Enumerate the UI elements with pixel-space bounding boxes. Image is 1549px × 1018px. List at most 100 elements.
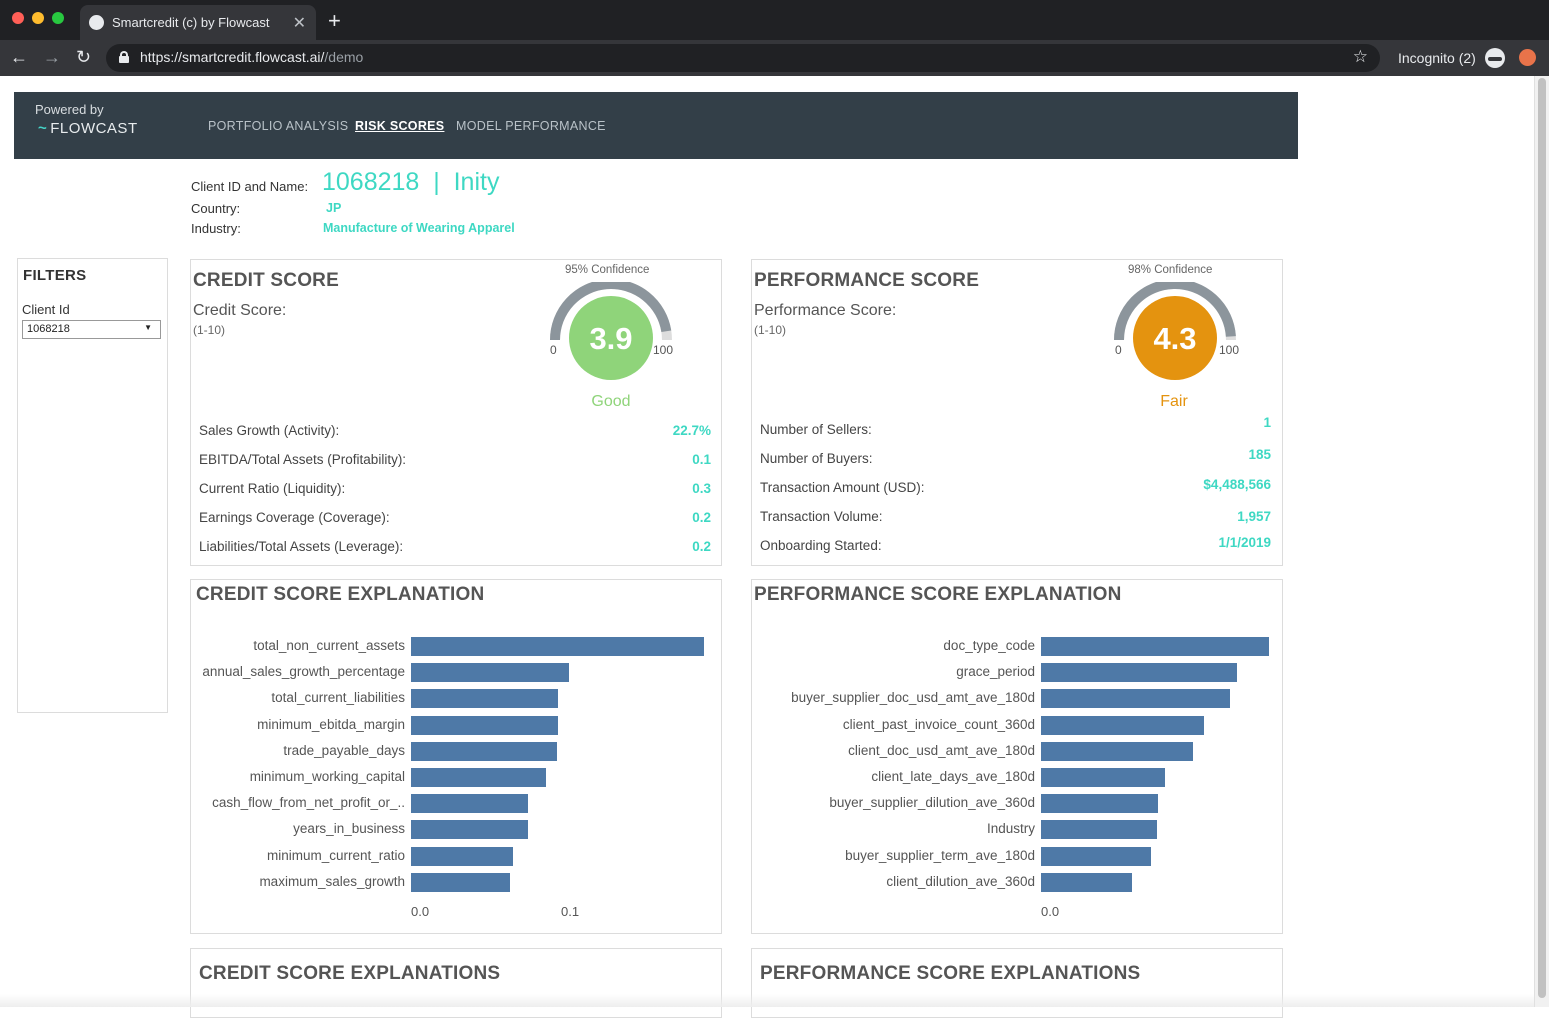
wave-icon: ~: [38, 120, 48, 137]
browser-toolbar: ← → ↻ https://smartcredit.flowcast.ai//d…: [0, 40, 1549, 76]
bar[interactable]: [1041, 689, 1230, 709]
bar-label: maximum_sales_growth: [259, 873, 405, 889]
bar-label: annual_sales_growth_percentage: [202, 664, 405, 680]
nav-portfolio-analysis[interactable]: PORTFOLIO ANALYSIS: [208, 119, 349, 133]
x-tick-label: 0.0: [411, 904, 430, 919]
bar[interactable]: [1041, 741, 1193, 761]
bar-label: minimum_ebitda_margin: [257, 716, 405, 732]
browser-tab[interactable]: Smartcredit (c) by Flowcast ✕: [80, 5, 316, 40]
bar-label: Industry: [986, 821, 1035, 837]
credit-confidence: 95% Confidence: [565, 264, 650, 276]
bar[interactable]: [411, 715, 558, 735]
credit-metric-label: Earnings Coverage (Coverage):: [199, 510, 390, 525]
incognito-icon[interactable]: [1485, 48, 1505, 68]
performance-score-panel: PERFORMANCE SCORE Performance Score: (1-…: [751, 259, 1283, 566]
performance-metric-value: 1: [1263, 415, 1271, 430]
bar[interactable]: [1041, 872, 1132, 892]
chevron-down-icon: ▼: [144, 323, 152, 332]
nav-model-performance[interactable]: MODEL PERFORMANCE: [456, 119, 606, 133]
performance-metric-value: $4,488,566: [1203, 477, 1271, 492]
credit-metric-value: 22.7%: [672, 423, 711, 438]
credit-score-subtitle: Credit Score:: [193, 302, 287, 319]
bar-label: client_past_invoice_count_360d: [842, 716, 1035, 732]
client-id-select-value: 1068218: [27, 323, 70, 335]
bar-label: minimum_working_capital: [249, 769, 405, 784]
bar[interactable]: [1041, 663, 1237, 683]
bar-label: grace_period: [956, 664, 1035, 680]
minimize-window-button[interactable]: [32, 12, 44, 24]
performance-explanations-panel: PERFORMANCE SCORE EXPLANATIONS: [751, 948, 1283, 1018]
performance-score-range: (1-10): [754, 323, 787, 337]
bar-label: trade_payable_days: [283, 742, 405, 758]
close-window-button[interactable]: [12, 12, 24, 24]
bar[interactable]: [1041, 846, 1151, 866]
bar[interactable]: [1041, 715, 1204, 735]
performance-metric-value: 1,957: [1237, 509, 1271, 524]
app-header: Powered by ~ FLOWCAST PORTFOLIO ANALYSIS …: [14, 92, 1298, 159]
bar[interactable]: [411, 820, 528, 840]
client-id-filter-label: Client Id: [22, 302, 70, 317]
credit-metric-label: Current Ratio (Liquidity):: [199, 481, 346, 496]
bar[interactable]: [411, 741, 557, 761]
credit-metric-label: Sales Growth (Activity):: [199, 423, 340, 438]
performance-score-subtitle: Performance Score:: [754, 302, 897, 319]
bar[interactable]: [1041, 820, 1157, 840]
credit-score-value: 3.9: [589, 321, 633, 356]
url-text[interactable]: https://smartcredit.flowcast.ai//demo: [140, 49, 364, 65]
bar-label: buyer_supplier_dilution_ave_360d: [829, 795, 1035, 811]
bar[interactable]: [411, 846, 513, 866]
client-id-select[interactable]: 1068218 ▼: [22, 320, 161, 339]
filters-title: FILTERS: [23, 267, 87, 284]
bookmark-star-icon[interactable]: ☆: [1352, 47, 1368, 66]
bar[interactable]: [1041, 768, 1165, 787]
bar-label: client_late_days_ave_180d: [871, 769, 1035, 784]
address-bar[interactable]: https://smartcredit.flowcast.ai//demo ☆: [106, 44, 1380, 72]
nav-risk-scores[interactable]: RISK SCORES: [355, 119, 445, 133]
bar-label: years_in_business: [293, 821, 405, 837]
credit-explanations-panel: CREDIT SCORE EXPLANATIONS: [190, 948, 722, 1018]
close-tab-icon[interactable]: ✕: [292, 15, 306, 32]
bar-label: minimum_current_ratio: [266, 847, 405, 863]
browser-tabbar: Smartcredit (c) by Flowcast ✕ +: [0, 0, 1549, 40]
performance-explanation-panel: PERFORMANCE SCORE EXPLANATION doc_type_c…: [751, 579, 1283, 934]
client-id-name: 1068218 | Inity: [322, 168, 500, 196]
industry-value: Manufacture of Wearing Apparel: [323, 221, 515, 235]
credit-explanation-panel: CREDIT SCORE EXPLANATION total_non_curre…: [190, 579, 722, 934]
forward-icon[interactable]: →: [43, 47, 61, 67]
scrollbar-thumb[interactable]: [1538, 78, 1546, 998]
bar[interactable]: [411, 637, 704, 656]
country-value: JP: [326, 201, 342, 215]
performance-gauge-min: 0: [1115, 343, 1122, 357]
x-tick-label: 0.1: [561, 904, 580, 919]
credit-score-panel: CREDIT SCORE Credit Score: (1-10) 95% Co…: [190, 259, 722, 566]
credit-gauge: [550, 282, 672, 380]
bar[interactable]: [1041, 637, 1269, 656]
bar-label: doc_type_code: [943, 638, 1035, 653]
bar-label: buyer_supplier_term_ave_180d: [845, 847, 1035, 863]
bar[interactable]: [411, 794, 528, 814]
bar-label: buyer_supplier_doc_usd_amt_ave_180d: [791, 690, 1035, 706]
bar[interactable]: [411, 872, 510, 892]
bar[interactable]: [411, 768, 546, 787]
industry-label: Industry:: [191, 221, 241, 236]
new-tab-icon[interactable]: +: [328, 8, 341, 33]
performance-confidence: 98% Confidence: [1128, 264, 1213, 276]
performance-gauge: [1114, 282, 1236, 380]
performance-metric-label: Transaction Amount (USD):: [760, 480, 925, 495]
maximize-window-button[interactable]: [52, 12, 64, 24]
back-icon[interactable]: ←: [10, 47, 28, 67]
credit-metric-value: 0.3: [692, 481, 711, 496]
bar-label: client_doc_usd_amt_ave_180d: [848, 742, 1035, 758]
bar[interactable]: [411, 663, 569, 683]
client-id-label: Client ID and Name:: [191, 179, 309, 194]
reload-icon[interactable]: ↻: [76, 47, 92, 67]
tab-title: Smartcredit (c) by Flowcast: [112, 15, 270, 30]
performance-metric-label: Number of Sellers:: [760, 422, 872, 437]
filters-panel: FILTERS Client Id 1068218 ▼: [17, 258, 168, 713]
page-scrollbar[interactable]: [1534, 76, 1549, 1007]
x-tick-label: 0.0: [1041, 904, 1060, 919]
country-label: Country:: [191, 201, 241, 216]
bar[interactable]: [1041, 794, 1158, 814]
bar[interactable]: [411, 689, 558, 709]
extension-icon[interactable]: [1519, 49, 1536, 66]
